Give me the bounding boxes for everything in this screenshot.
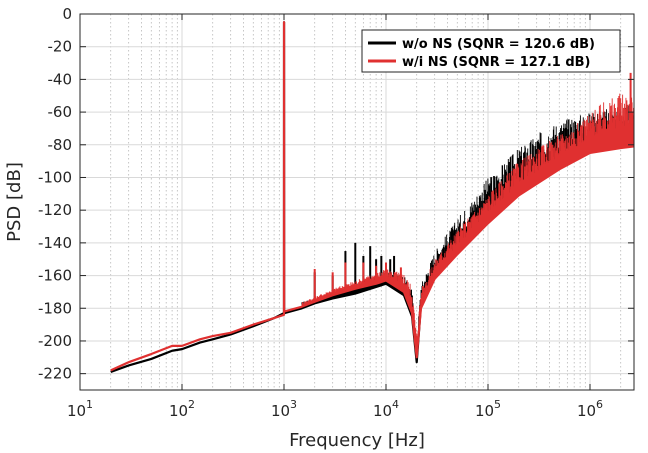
x-tick-base: 10 bbox=[67, 402, 86, 420]
x-tick-exponent: 3 bbox=[290, 398, 297, 411]
series-1 bbox=[110, 21, 634, 372]
x-tick-base: 10 bbox=[577, 402, 596, 420]
y-tick-label: -140 bbox=[38, 234, 72, 252]
y-tick-label: -120 bbox=[38, 201, 72, 219]
axes: 101 102 103 104 105 1060-20-40-60-80-100-120-… bbox=[38, 5, 635, 420]
x-tick-base: 10 bbox=[373, 402, 392, 420]
x-tick-label: 104 bbox=[373, 398, 399, 420]
x-tick-base: 10 bbox=[475, 402, 494, 420]
legend-label: w/o NS (SQNR = 120.6 dB) bbox=[402, 37, 595, 52]
y-tick-label: -80 bbox=[48, 136, 73, 154]
y-tick-label: -60 bbox=[48, 103, 73, 121]
x-tick-label: 106 bbox=[577, 398, 603, 420]
y-tick-label: -200 bbox=[38, 332, 72, 350]
y-tick-label: -40 bbox=[48, 70, 73, 88]
y-tick-label: -100 bbox=[38, 168, 72, 186]
legend-label: w/i NS (SQNR = 127.1 dB) bbox=[402, 55, 591, 70]
axes-box bbox=[79, 13, 635, 391]
x-tick-label: 102 bbox=[169, 398, 195, 420]
y-tick-label: -220 bbox=[38, 365, 72, 383]
legend: w/o NS (SQNR = 120.6 dB) w/i NS (SQNR = 1… bbox=[361, 29, 621, 73]
x-tick-label: 103 bbox=[271, 398, 297, 420]
plot-area bbox=[110, 21, 634, 374]
x-tick-label: 101 bbox=[67, 398, 93, 420]
x-axis-label: Frequency [Hz] bbox=[289, 430, 425, 451]
grid bbox=[79, 13, 634, 390]
y-tick-label: -180 bbox=[38, 299, 72, 317]
x-tick-base: 10 bbox=[271, 402, 290, 420]
y-axis-label: PSD [dB] bbox=[4, 162, 25, 242]
y-tick-label: 0 bbox=[62, 5, 72, 23]
x-tick-exponent: 6 bbox=[596, 398, 603, 411]
x-tick-label: 105 bbox=[475, 398, 501, 420]
x-tick-exponent: 4 bbox=[392, 398, 399, 411]
x-tick-base: 10 bbox=[169, 402, 188, 420]
y-tick-label: -20 bbox=[48, 38, 73, 56]
x-tick-exponent: 1 bbox=[86, 398, 93, 411]
x-tick-exponent: 2 bbox=[188, 398, 195, 411]
x-tick-exponent: 5 bbox=[494, 398, 501, 411]
legend-box bbox=[361, 29, 621, 73]
y-tick-label: -160 bbox=[38, 267, 72, 285]
